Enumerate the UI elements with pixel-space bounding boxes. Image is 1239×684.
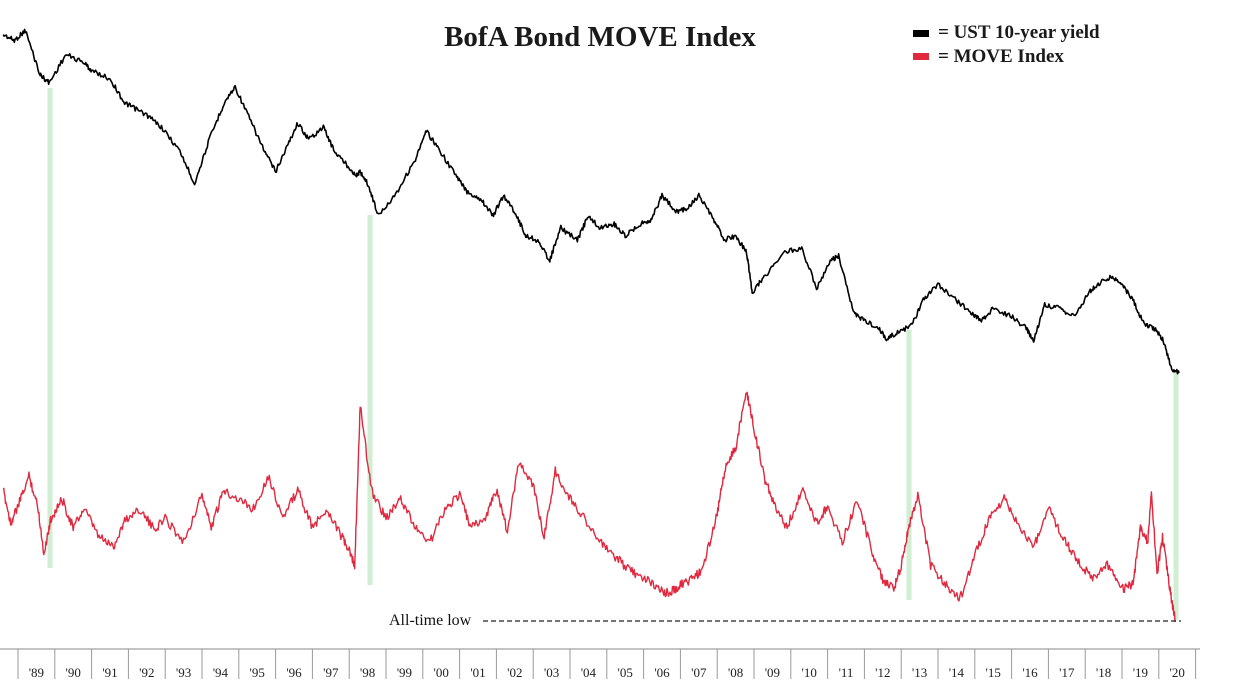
highlight-bands	[47, 88, 1179, 620]
highlight-band	[367, 215, 373, 585]
x-tick-label: '06	[654, 665, 670, 679]
x-tick-label: '18	[1096, 665, 1111, 679]
x-tick-label: '05	[618, 665, 633, 679]
x-tick-label: '94	[213, 665, 229, 679]
series-line-move	[2, 391, 1177, 623]
x-tick-label: '16	[1022, 665, 1038, 679]
x-tick-label: '12	[875, 665, 890, 679]
x-tick-label: '20	[1170, 665, 1185, 679]
highlight-band	[47, 88, 53, 568]
x-tick-label: '19	[1133, 665, 1148, 679]
x-tick-label: '09	[765, 665, 780, 679]
x-tick-label: '02	[507, 665, 522, 679]
x-tick-label: '97	[323, 665, 339, 679]
x-tick-label: '17	[1059, 665, 1075, 679]
x-tick-label: '00	[434, 665, 449, 679]
series-lines	[2, 28, 1180, 623]
x-tick-label: '92	[139, 665, 154, 679]
chart-title: BofA Bond MOVE Index	[444, 21, 756, 53]
x-tick-label: '96	[286, 665, 302, 679]
series-line-yield	[2, 28, 1180, 375]
all-time-low-label: All-time low	[389, 612, 472, 629]
legend-label-yield: = UST 10-year yield	[938, 22, 1100, 43]
x-tick-label: '01	[470, 665, 485, 679]
legend: = UST 10-year yield = MOVE Index	[913, 22, 1100, 67]
x-tick-label: '99	[397, 665, 412, 679]
x-tick-label: '93	[176, 665, 191, 679]
legend-label-move: = MOVE Index	[938, 46, 1064, 67]
x-tick-label: '90	[66, 665, 81, 679]
highlight-band	[906, 330, 912, 600]
x-tick-label: '03	[544, 665, 559, 679]
legend-swatch-yield	[913, 30, 929, 37]
x-tick-label: '10	[802, 665, 817, 679]
x-tick-label: '98	[360, 665, 375, 679]
x-tick-label: '14	[949, 665, 965, 679]
x-tick-label: '95	[250, 665, 265, 679]
x-tick-label: '13	[912, 665, 927, 679]
x-tick-label: '89	[29, 665, 44, 679]
x-tick-label: '07	[691, 665, 707, 679]
legend-swatch-move	[913, 53, 929, 60]
x-tick-label: '11	[839, 665, 854, 679]
x-tick-label: '08	[728, 665, 743, 679]
x-tick-label: '15	[986, 665, 1001, 679]
x-tick-label: '04	[581, 665, 597, 679]
highlight-band	[1173, 372, 1179, 620]
x-tick-label: '91	[102, 665, 117, 679]
x-axis: '89 '90 '91 '92 '93 '94 '95 '96 '97 '98 '99 '00 '01 '…	[0, 648, 1200, 680]
